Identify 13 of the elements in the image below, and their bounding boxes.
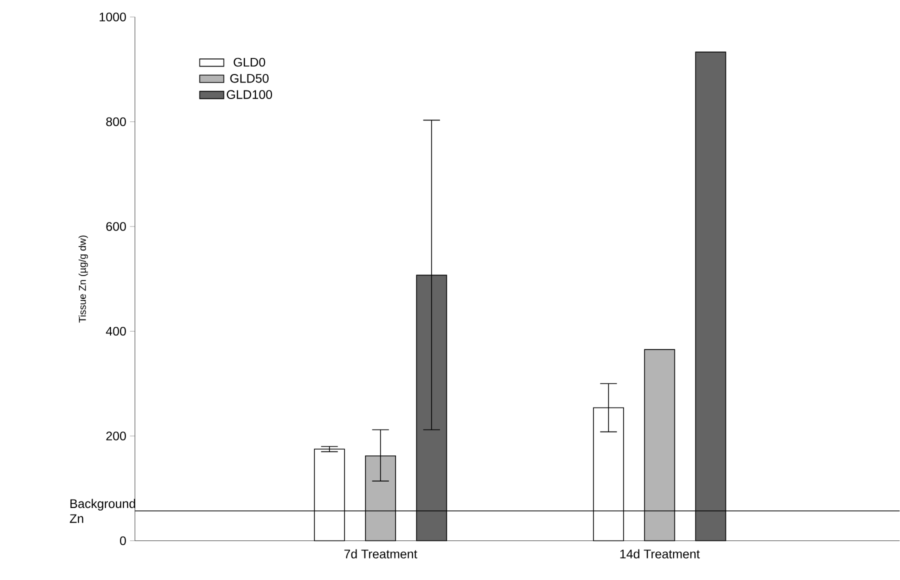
legend-label: GLD0 <box>234 58 266 67</box>
legend-label: GLD50 <box>230 74 269 83</box>
ref-line-label: Background Zn <box>70 499 136 523</box>
y-tick-label: 600 <box>106 222 126 232</box>
y-tick-label: 0 <box>120 536 126 546</box>
y-axis-title: Tissue Zn (µg/g dw) <box>78 236 88 323</box>
x-tick-label: 7d Treatment <box>344 549 418 559</box>
y-tick-label: 1000 <box>100 12 126 22</box>
y-tick-label: 400 <box>106 326 126 336</box>
x-tick-label: 14d Treatment <box>620 549 700 559</box>
y-tick-label: 200 <box>106 432 126 441</box>
legend-label: GLD100 <box>226 90 272 100</box>
y-tick-label: 800 <box>106 117 126 126</box>
